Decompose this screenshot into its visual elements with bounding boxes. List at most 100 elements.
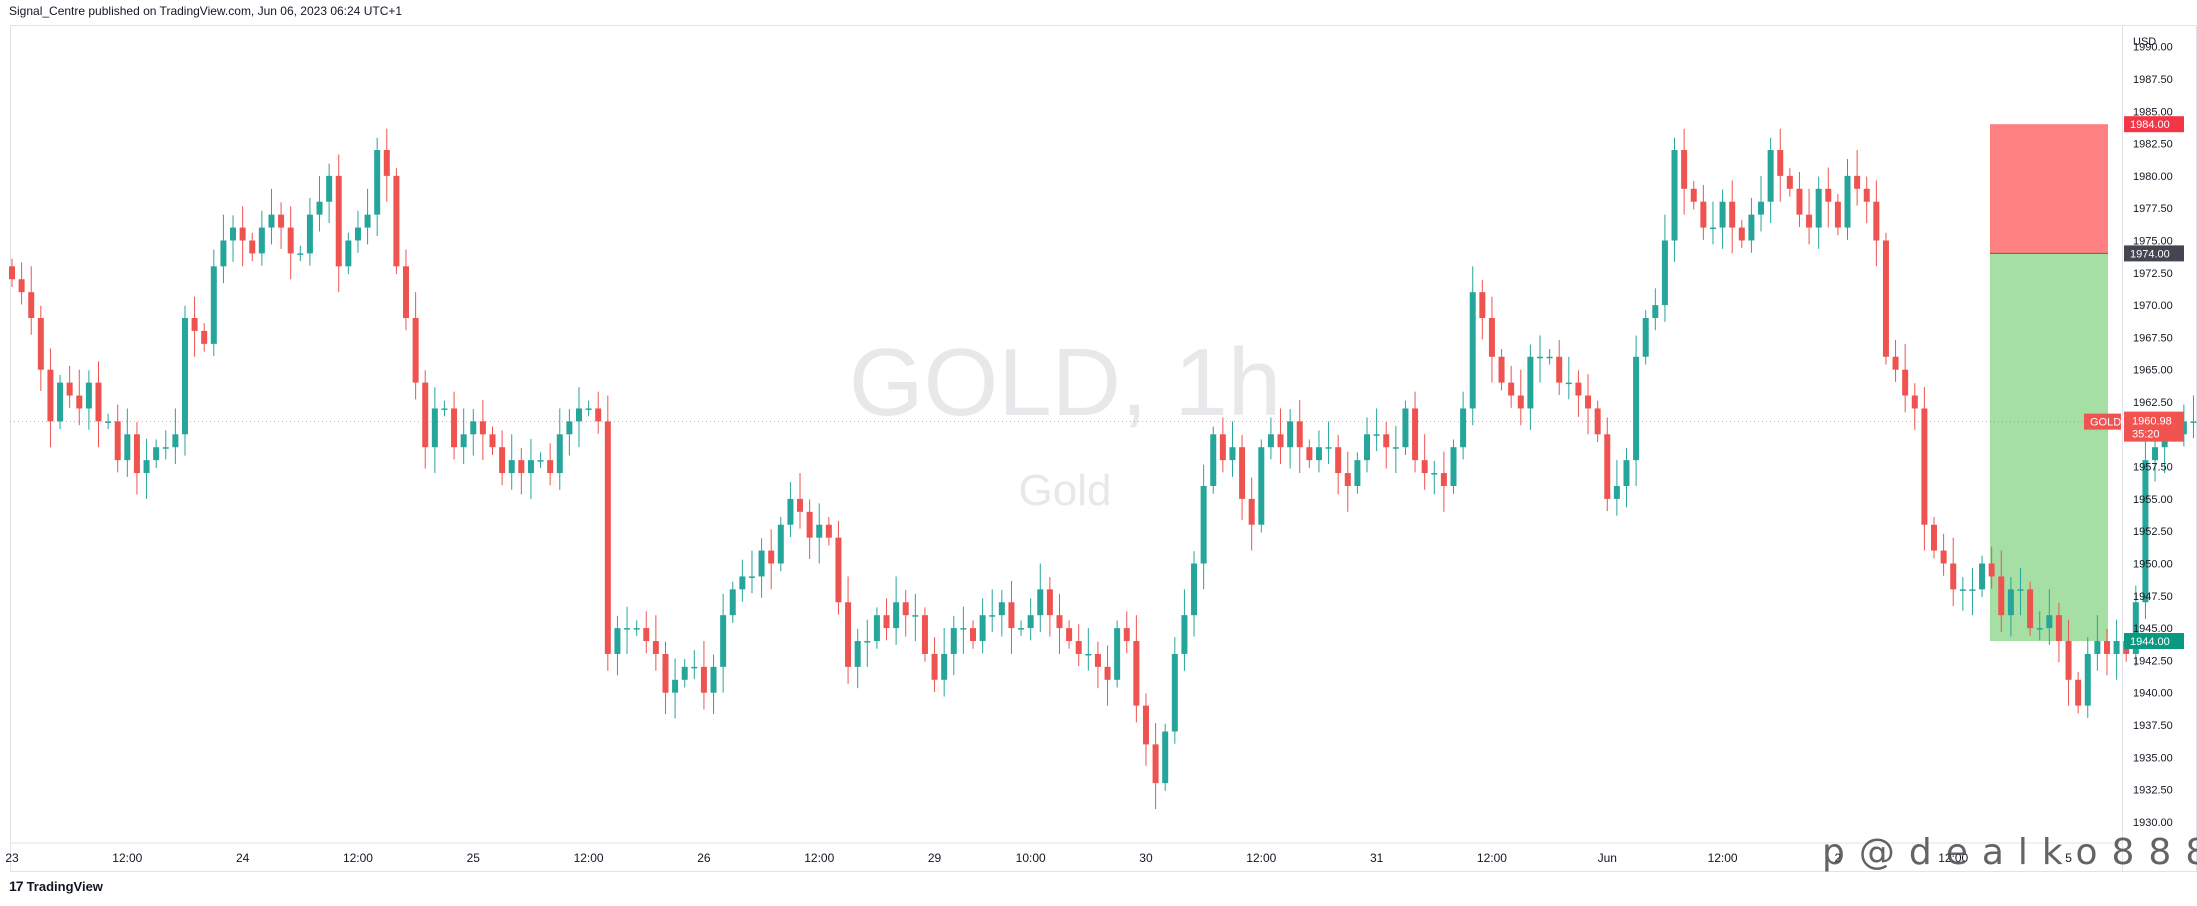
candle[interactable] xyxy=(941,628,948,697)
candle[interactable] xyxy=(297,245,304,262)
candle[interactable] xyxy=(729,581,736,623)
candle[interactable] xyxy=(681,659,688,688)
candle[interactable] xyxy=(748,550,755,594)
candle[interactable] xyxy=(18,262,25,305)
candle[interactable] xyxy=(873,607,880,649)
candle[interactable] xyxy=(720,593,727,693)
candle[interactable] xyxy=(335,154,342,293)
candle[interactable] xyxy=(76,369,83,426)
candle[interactable] xyxy=(595,391,602,434)
candle[interactable] xyxy=(1229,421,1236,477)
candle[interactable] xyxy=(1527,344,1534,430)
stop-loss-zone[interactable] xyxy=(1990,124,2108,254)
candle[interactable] xyxy=(1085,628,1092,671)
candle[interactable] xyxy=(1018,620,1025,636)
candle[interactable] xyxy=(326,163,333,224)
candle[interactable] xyxy=(1479,279,1486,340)
candle[interactable] xyxy=(2142,434,2149,620)
candle[interactable] xyxy=(374,137,381,236)
candle[interactable] xyxy=(1911,383,1918,430)
candle[interactable] xyxy=(1046,577,1053,637)
candle[interactable] xyxy=(1171,637,1178,744)
candle[interactable] xyxy=(278,202,285,249)
candle[interactable] xyxy=(1834,193,1841,236)
candle[interactable] xyxy=(422,370,429,469)
candle[interactable] xyxy=(1806,188,1813,245)
candle[interactable] xyxy=(393,168,400,275)
candle[interactable] xyxy=(1383,422,1390,469)
candle[interactable] xyxy=(499,430,506,486)
candle[interactable] xyxy=(700,641,707,710)
candle[interactable] xyxy=(287,206,294,280)
candle[interactable] xyxy=(1181,589,1188,671)
candle[interactable] xyxy=(883,598,890,641)
candle[interactable] xyxy=(1191,551,1198,637)
candle[interactable] xyxy=(806,499,813,559)
candle[interactable] xyxy=(479,400,486,461)
candle[interactable] xyxy=(249,232,256,262)
candle[interactable] xyxy=(1104,645,1111,706)
candle[interactable] xyxy=(970,620,976,649)
candle[interactable] xyxy=(537,452,544,468)
candle[interactable] xyxy=(1854,150,1861,206)
candle[interactable] xyxy=(1661,214,1668,322)
candle[interactable] xyxy=(1248,477,1255,551)
candle[interactable] xyxy=(1681,128,1688,215)
candle[interactable] xyxy=(85,370,92,430)
candle[interactable] xyxy=(2007,577,2014,637)
candle[interactable] xyxy=(1748,197,1755,253)
candle[interactable] xyxy=(210,249,217,357)
candle[interactable] xyxy=(1114,620,1121,688)
candle[interactable] xyxy=(2027,581,2034,636)
candle[interactable] xyxy=(979,598,986,654)
candle[interactable] xyxy=(2075,672,2082,714)
candle[interactable] xyxy=(47,348,54,448)
candle[interactable] xyxy=(1335,434,1342,495)
candle[interactable] xyxy=(652,615,659,671)
candle[interactable] xyxy=(66,365,73,408)
candle[interactable] xyxy=(1027,598,1034,641)
candle[interactable] xyxy=(133,422,140,495)
candle[interactable] xyxy=(575,387,582,448)
candle[interactable] xyxy=(1738,219,1745,249)
candle[interactable] xyxy=(739,559,746,602)
candle[interactable] xyxy=(604,395,611,671)
candle[interactable] xyxy=(105,413,112,430)
candle[interactable] xyxy=(1536,335,1543,383)
candle[interactable] xyxy=(451,391,458,460)
candle[interactable] xyxy=(1162,723,1169,791)
candle[interactable] xyxy=(1892,339,1899,382)
candle[interactable] xyxy=(1094,641,1101,689)
candle[interactable] xyxy=(460,408,467,465)
candle[interactable] xyxy=(1604,417,1611,512)
candle[interactable] xyxy=(316,175,323,232)
candle[interactable] xyxy=(1277,408,1284,465)
candle[interactable] xyxy=(354,210,361,253)
candle[interactable] xyxy=(230,215,237,262)
candle[interactable] xyxy=(1075,624,1082,667)
candle[interactable] xyxy=(1758,175,1765,232)
candle[interactable] xyxy=(162,430,169,460)
candle[interactable] xyxy=(1498,349,1505,391)
candle[interactable] xyxy=(1412,391,1419,473)
candle[interactable] xyxy=(518,447,525,495)
candle[interactable] xyxy=(1844,159,1851,240)
candle[interactable] xyxy=(777,516,784,572)
candle[interactable] xyxy=(1508,365,1515,408)
candle[interactable] xyxy=(1594,400,1601,443)
candle[interactable] xyxy=(633,620,640,636)
candle[interactable] xyxy=(1642,310,1649,365)
candle[interactable] xyxy=(2132,585,2139,667)
candle[interactable] xyxy=(2065,619,2072,706)
candle[interactable] xyxy=(1623,447,1630,508)
candle[interactable] xyxy=(787,482,794,538)
candle[interactable] xyxy=(2017,568,2024,616)
candle[interactable] xyxy=(345,232,352,275)
candle[interactable] xyxy=(1671,137,1678,262)
candle[interactable] xyxy=(1267,417,1274,460)
candle[interactable] xyxy=(1931,516,1937,559)
candle[interactable] xyxy=(431,387,438,474)
candle[interactable] xyxy=(2084,637,2091,718)
candle[interactable] xyxy=(153,439,160,468)
candle[interactable] xyxy=(816,503,823,564)
